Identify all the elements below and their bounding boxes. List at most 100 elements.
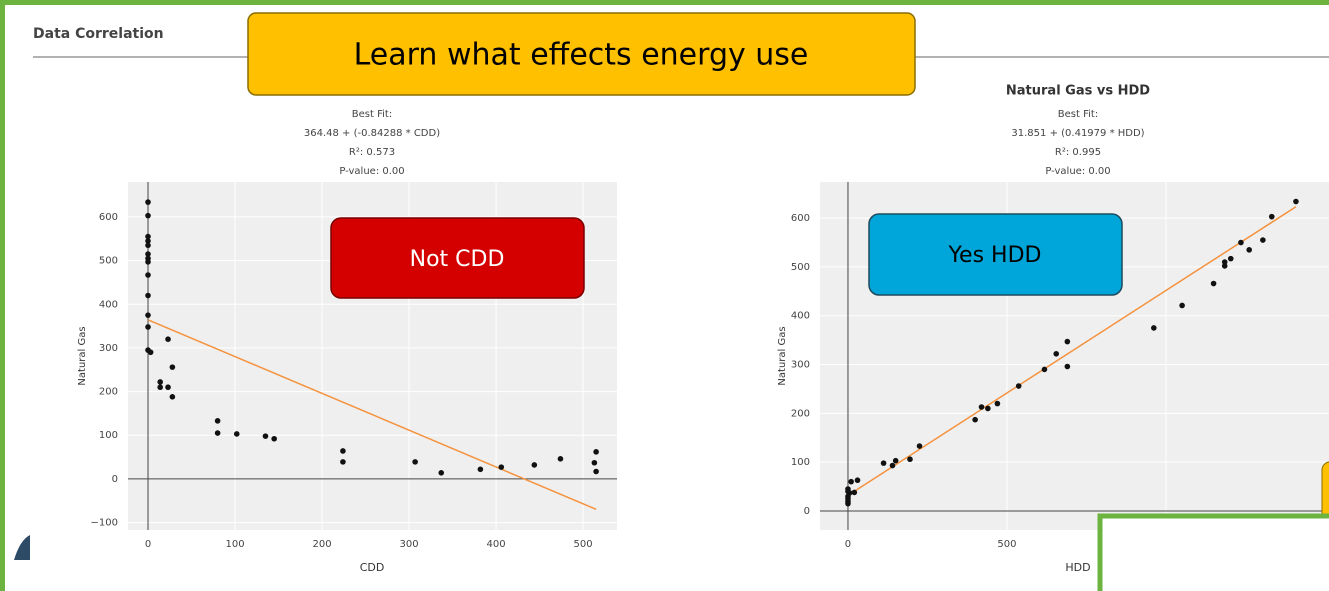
point — [907, 456, 913, 463]
y-tick-label: 400 — [99, 299, 118, 310]
point — [165, 336, 171, 342]
point — [262, 433, 269, 439]
point — [557, 456, 564, 462]
point — [145, 272, 151, 278]
point — [1227, 255, 1234, 262]
chart-subtitle: Best Fit: — [352, 109, 392, 120]
point — [593, 468, 599, 475]
point — [145, 259, 151, 265]
point — [978, 404, 985, 410]
point — [145, 312, 151, 318]
point — [531, 462, 538, 468]
chart-subtitle: 31.851 + (0.41979 * HDD) — [1011, 128, 1144, 139]
point — [1041, 366, 1048, 373]
point — [994, 400, 1001, 407]
y-tick-label: 300 — [99, 343, 118, 354]
chart-subtitle: P-value: 0.00 — [1045, 166, 1110, 177]
point — [157, 384, 163, 391]
point — [892, 457, 899, 464]
chart-title: Natural Gas vs HDD — [1006, 84, 1150, 99]
y-tick-label: 600 — [791, 213, 810, 224]
point — [145, 233, 151, 240]
point — [145, 242, 151, 249]
x-tick-label: 500 — [574, 539, 593, 550]
x-tick-label: 0 — [145, 539, 151, 550]
point — [145, 292, 151, 299]
point — [1221, 259, 1228, 265]
point — [1053, 351, 1060, 357]
chart-subtitle: 364.48 + (-0.84288 * CDD) — [304, 128, 440, 139]
point — [880, 460, 887, 466]
point — [214, 430, 221, 436]
page-title: Data Correlation — [33, 26, 164, 42]
overlay-panel — [1097, 513, 1329, 591]
point — [848, 478, 854, 485]
point — [412, 459, 418, 465]
y-tick-label: 0 — [804, 506, 810, 517]
y-tick-label: −100 — [91, 518, 118, 529]
callout-text: Learn what effects energy use — [354, 38, 809, 73]
point — [985, 405, 991, 412]
point — [591, 459, 598, 466]
point — [147, 349, 154, 356]
point — [916, 443, 923, 449]
point — [851, 489, 858, 496]
chart-subtitle: Best Fit: — [1058, 109, 1098, 120]
y-tick-label: 0 — [112, 474, 118, 485]
point — [1064, 338, 1071, 345]
y-tick-label: 200 — [791, 408, 810, 419]
callout-box — [868, 213, 1123, 296]
fit-line — [847, 206, 1297, 497]
y-tick-label: 500 — [791, 262, 810, 273]
point — [1015, 383, 1022, 389]
x-tick-label: 200 — [312, 539, 331, 550]
point — [145, 324, 151, 330]
chart-subtitle: R²: 0.995 — [1055, 147, 1101, 158]
point — [1238, 239, 1244, 246]
point — [145, 199, 151, 205]
point — [1246, 247, 1253, 253]
x-tick-label: 0 — [845, 539, 851, 550]
point — [145, 251, 151, 257]
point — [165, 384, 171, 391]
y-tick-label: 100 — [99, 430, 118, 441]
point — [1210, 280, 1217, 287]
callout-fragment — [1321, 461, 1329, 531]
point — [477, 466, 484, 473]
chart-subtitle: P-value: 0.00 — [339, 166, 404, 177]
point — [1151, 325, 1157, 331]
y-tick-label: 400 — [791, 311, 810, 322]
point — [340, 448, 346, 454]
y-tick-label: 100 — [791, 457, 810, 468]
callout-text: Yes HDD — [948, 243, 1042, 268]
y-tick-label: 300 — [791, 360, 810, 371]
point — [1179, 302, 1185, 309]
point — [1293, 198, 1299, 205]
y-tick-label: 200 — [99, 387, 118, 398]
point — [157, 379, 163, 385]
x-axis-label: HDD — [1065, 561, 1090, 574]
y-axis-label: Natural Gas — [77, 326, 88, 385]
x-tick-label: 500 — [997, 539, 1016, 550]
x-axis-label: CDD — [360, 561, 385, 574]
point — [340, 459, 346, 465]
point — [1064, 363, 1071, 370]
y-tick-label: 500 — [99, 256, 118, 267]
point — [1221, 263, 1228, 269]
y-axis-label: Natural Gas — [777, 326, 788, 385]
x-tick-label: 100 — [225, 539, 244, 550]
point — [214, 418, 221, 424]
point — [169, 364, 176, 370]
fit-line — [147, 319, 597, 510]
point — [271, 435, 277, 442]
point — [845, 488, 851, 495]
point — [1260, 237, 1266, 243]
point — [145, 238, 151, 244]
y-tick-label: 600 — [99, 212, 118, 223]
point — [854, 477, 861, 484]
callout-box — [330, 217, 585, 299]
point — [169, 394, 176, 400]
point — [438, 470, 445, 476]
